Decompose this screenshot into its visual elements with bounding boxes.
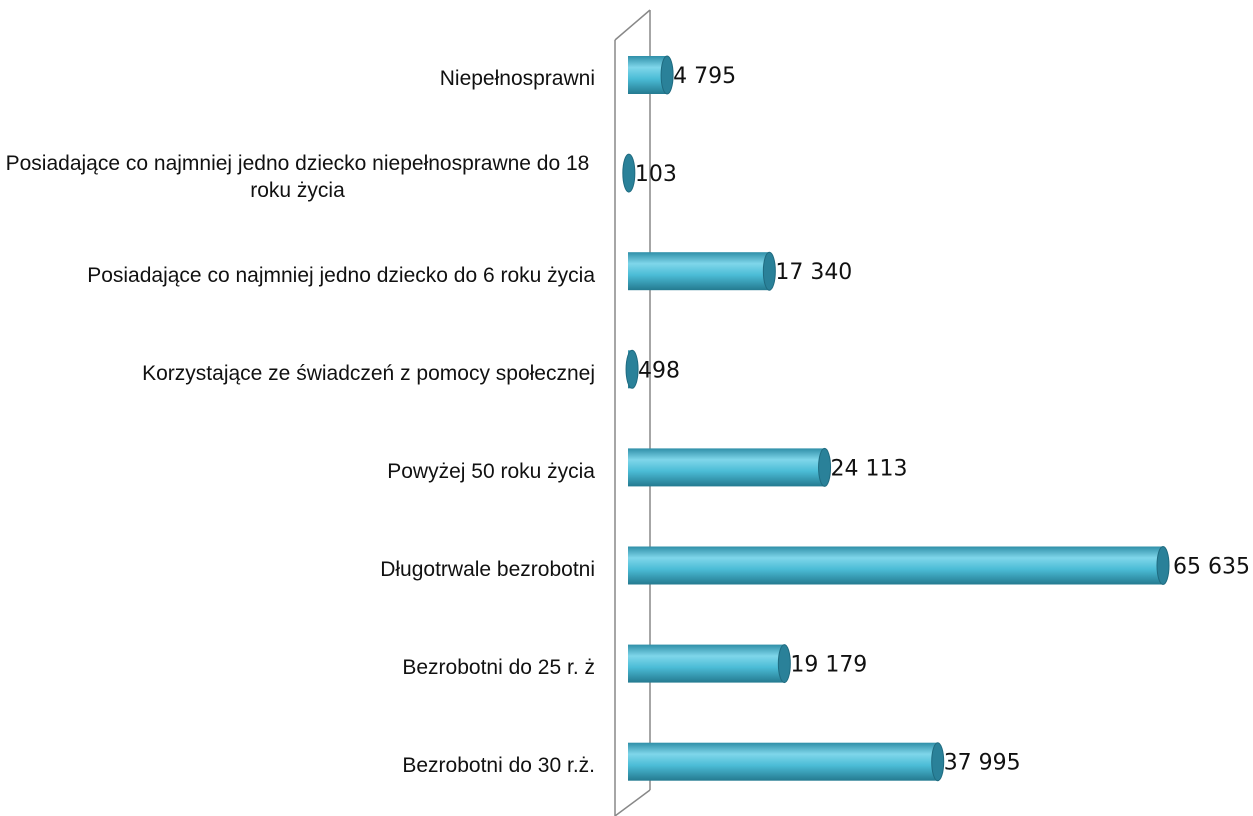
category-text: Bezrobotni do 25 r. ż [402, 655, 595, 679]
bar [628, 56, 668, 94]
category-label: Posiadające co najmniej jedno dziecko do… [0, 240, 595, 310]
data-label: 19 179 [790, 653, 867, 678]
data-label: 17 340 [775, 260, 852, 285]
bar-cap [1156, 546, 1170, 585]
category-text: Posiadające co najmniej jedno dziecko do… [87, 263, 595, 287]
category-text: Korzystające ze świadczeń z pomocy społe… [142, 361, 595, 385]
bar-cap [660, 55, 674, 95]
axis-wall [614, 9, 651, 816]
bar-cap [818, 447, 832, 487]
category-label: Niepełnosprawni [0, 44, 595, 114]
data-label: 4 795 [673, 64, 736, 89]
bar-cap [777, 644, 791, 684]
bar [628, 644, 785, 683]
category-label: Korzystające ze świadczeń z pomocy społe… [0, 338, 595, 408]
category-text: Posiadające co najmniej jedno dziecko ni… [5, 151, 590, 203]
bar [628, 546, 1163, 585]
bar [628, 448, 825, 487]
category-text: Bezrobotni do 30 r.ż. [402, 754, 595, 778]
category-label: Długotrwale bezrobotni [0, 535, 595, 605]
data-label: 498 [638, 358, 680, 383]
category-label: Bezrobotni do 30 r.ż. [0, 731, 595, 801]
category-text: Niepełnosprawni [439, 67, 595, 91]
bar [628, 742, 938, 781]
bar-cap [931, 742, 945, 782]
category-label: Posiadające co najmniej jedno dziecko ni… [0, 142, 595, 212]
category-text: Długotrwale bezrobotni [380, 557, 595, 581]
bar-cap [762, 251, 776, 291]
bar-cap [625, 349, 639, 389]
data-label: 65 635 [1173, 555, 1250, 580]
data-label: 24 113 [831, 456, 908, 481]
data-label: 37 995 [944, 751, 1021, 776]
category-text: Powyżej 50 roku życia [387, 459, 595, 483]
category-label: Bezrobotni do 25 r. ż [0, 633, 595, 703]
category-label: Powyżej 50 roku życia [0, 436, 595, 506]
data-label: 103 [635, 162, 677, 187]
bar [628, 252, 770, 291]
bar-cap [622, 153, 636, 193]
